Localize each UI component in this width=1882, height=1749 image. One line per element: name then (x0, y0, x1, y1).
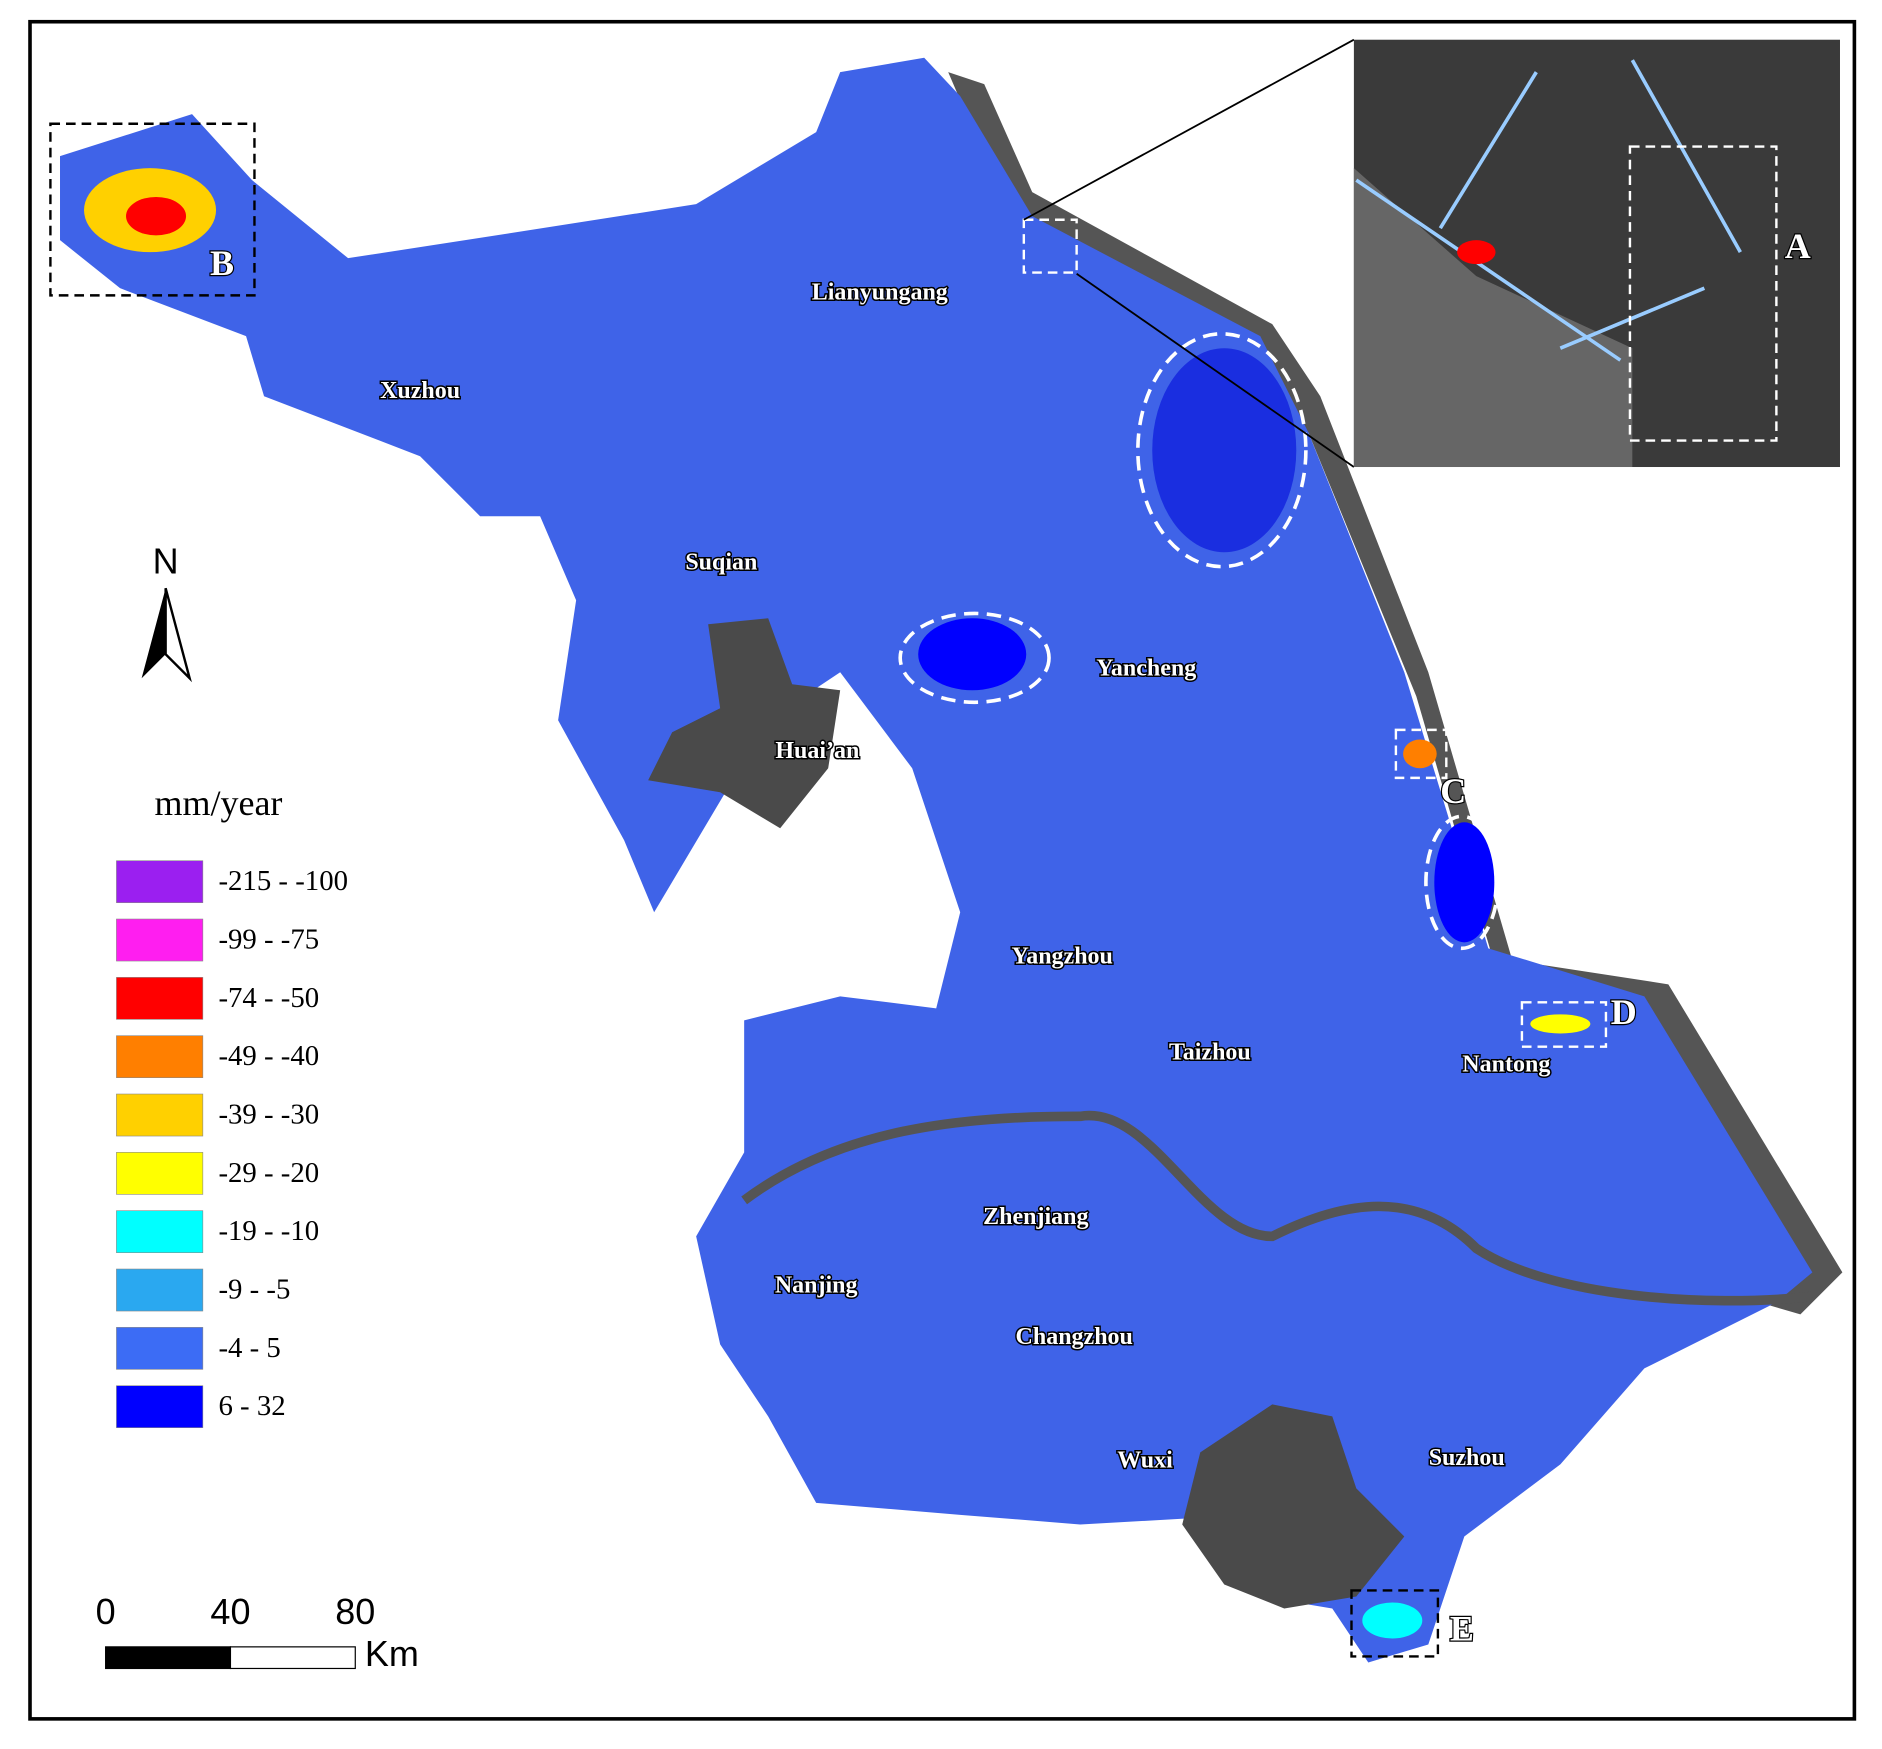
legend-swatch (116, 918, 204, 962)
legend-title: mm/year (154, 783, 282, 823)
city-label: Yangzhou (1012, 943, 1113, 969)
city-label: Suzhou (1429, 1445, 1505, 1471)
legend-label: -19 - -10 (218, 1215, 319, 1247)
scale-segment (229, 1646, 356, 1670)
legend-swatch (116, 860, 204, 904)
legend-swatch (116, 977, 204, 1020)
region-label: B (210, 243, 234, 283)
legend-label: -39 - -30 (218, 1098, 319, 1130)
region-label: A (1785, 226, 1811, 266)
lake-hongze (648, 618, 841, 829)
hotspot (1362, 1602, 1423, 1639)
city-label: Lianyungang (812, 280, 948, 306)
city-label: Xuzhou (380, 378, 460, 404)
hotspot (1530, 1014, 1591, 1034)
north-arrow (164, 587, 192, 683)
uplift-area (1434, 822, 1495, 943)
province-area (60, 57, 1813, 1663)
lake-taihu (1182, 1404, 1405, 1609)
city-label: Nantong (1462, 1051, 1550, 1077)
city-label: Wuxi (1117, 1448, 1173, 1474)
legend-swatch (116, 1093, 204, 1137)
legend: -215 - -100 -99 - -75 -74 - -50 -49 - -40 -3… (116, 860, 348, 1428)
legend-label: -49 - -40 (218, 1040, 319, 1072)
scale-segment (105, 1646, 232, 1670)
legend-label: -29 - -20 (218, 1157, 319, 1189)
legend-swatch (116, 1035, 204, 1079)
city-labels: Lianyungang Xuzhou Suqian Yancheng Huai’an Ya… (379, 278, 1552, 1475)
hotspot (1403, 739, 1437, 769)
legend-swatch (116, 1268, 204, 1312)
legend-swatch (116, 1210, 204, 1254)
region-label: C (1440, 771, 1466, 811)
inset-land (1353, 168, 1633, 468)
yangtze-river (741, 1110, 1813, 1306)
highlight-boxes (49, 122, 1608, 1658)
legend-label: -74 - -50 (218, 982, 319, 1014)
scale-tick-label: 0 (96, 1591, 116, 1632)
scale-unit: Km (365, 1633, 419, 1674)
legend-swatch (116, 1327, 204, 1370)
scale-tick-label: 40 (210, 1591, 250, 1632)
inset-leader (1076, 273, 1355, 468)
city-label: Yancheng (1096, 655, 1196, 681)
city-label: Zhenjiang (983, 1204, 1088, 1230)
uplift-area (918, 618, 1027, 691)
legend-label: -215 - -100 (218, 865, 348, 897)
legend-label: -99 - -75 (218, 923, 319, 955)
city-label: Huai’an (775, 738, 859, 764)
region-label: D (1611, 992, 1637, 1032)
highlight-ellipses (898, 331, 1500, 951)
legend-swatch (116, 1385, 204, 1428)
hotspot (126, 196, 187, 236)
legend-label: -9 - -5 (218, 1273, 290, 1305)
city-label: Nanjing (775, 1272, 858, 1298)
region-label: E (1450, 1609, 1474, 1649)
city-label: Taizhou (1169, 1039, 1251, 1065)
scale-tick-label: 80 (335, 1591, 375, 1632)
uplift-area (1152, 348, 1297, 553)
legend-swatch (116, 1152, 204, 1195)
inset-features (1355, 59, 1742, 362)
city-label: Changzhou (1016, 1324, 1133, 1350)
region-labels: A B C D E (209, 225, 1812, 1650)
inset-box (1628, 145, 1778, 442)
north-label: N (153, 541, 179, 582)
city-label: Suqian (685, 550, 757, 576)
inset-hotspot (1457, 240, 1496, 265)
legend-label: 6 - 32 (218, 1390, 285, 1422)
legend-label: -4 - 5 (218, 1332, 280, 1364)
inset-leader (1023, 38, 1355, 221)
